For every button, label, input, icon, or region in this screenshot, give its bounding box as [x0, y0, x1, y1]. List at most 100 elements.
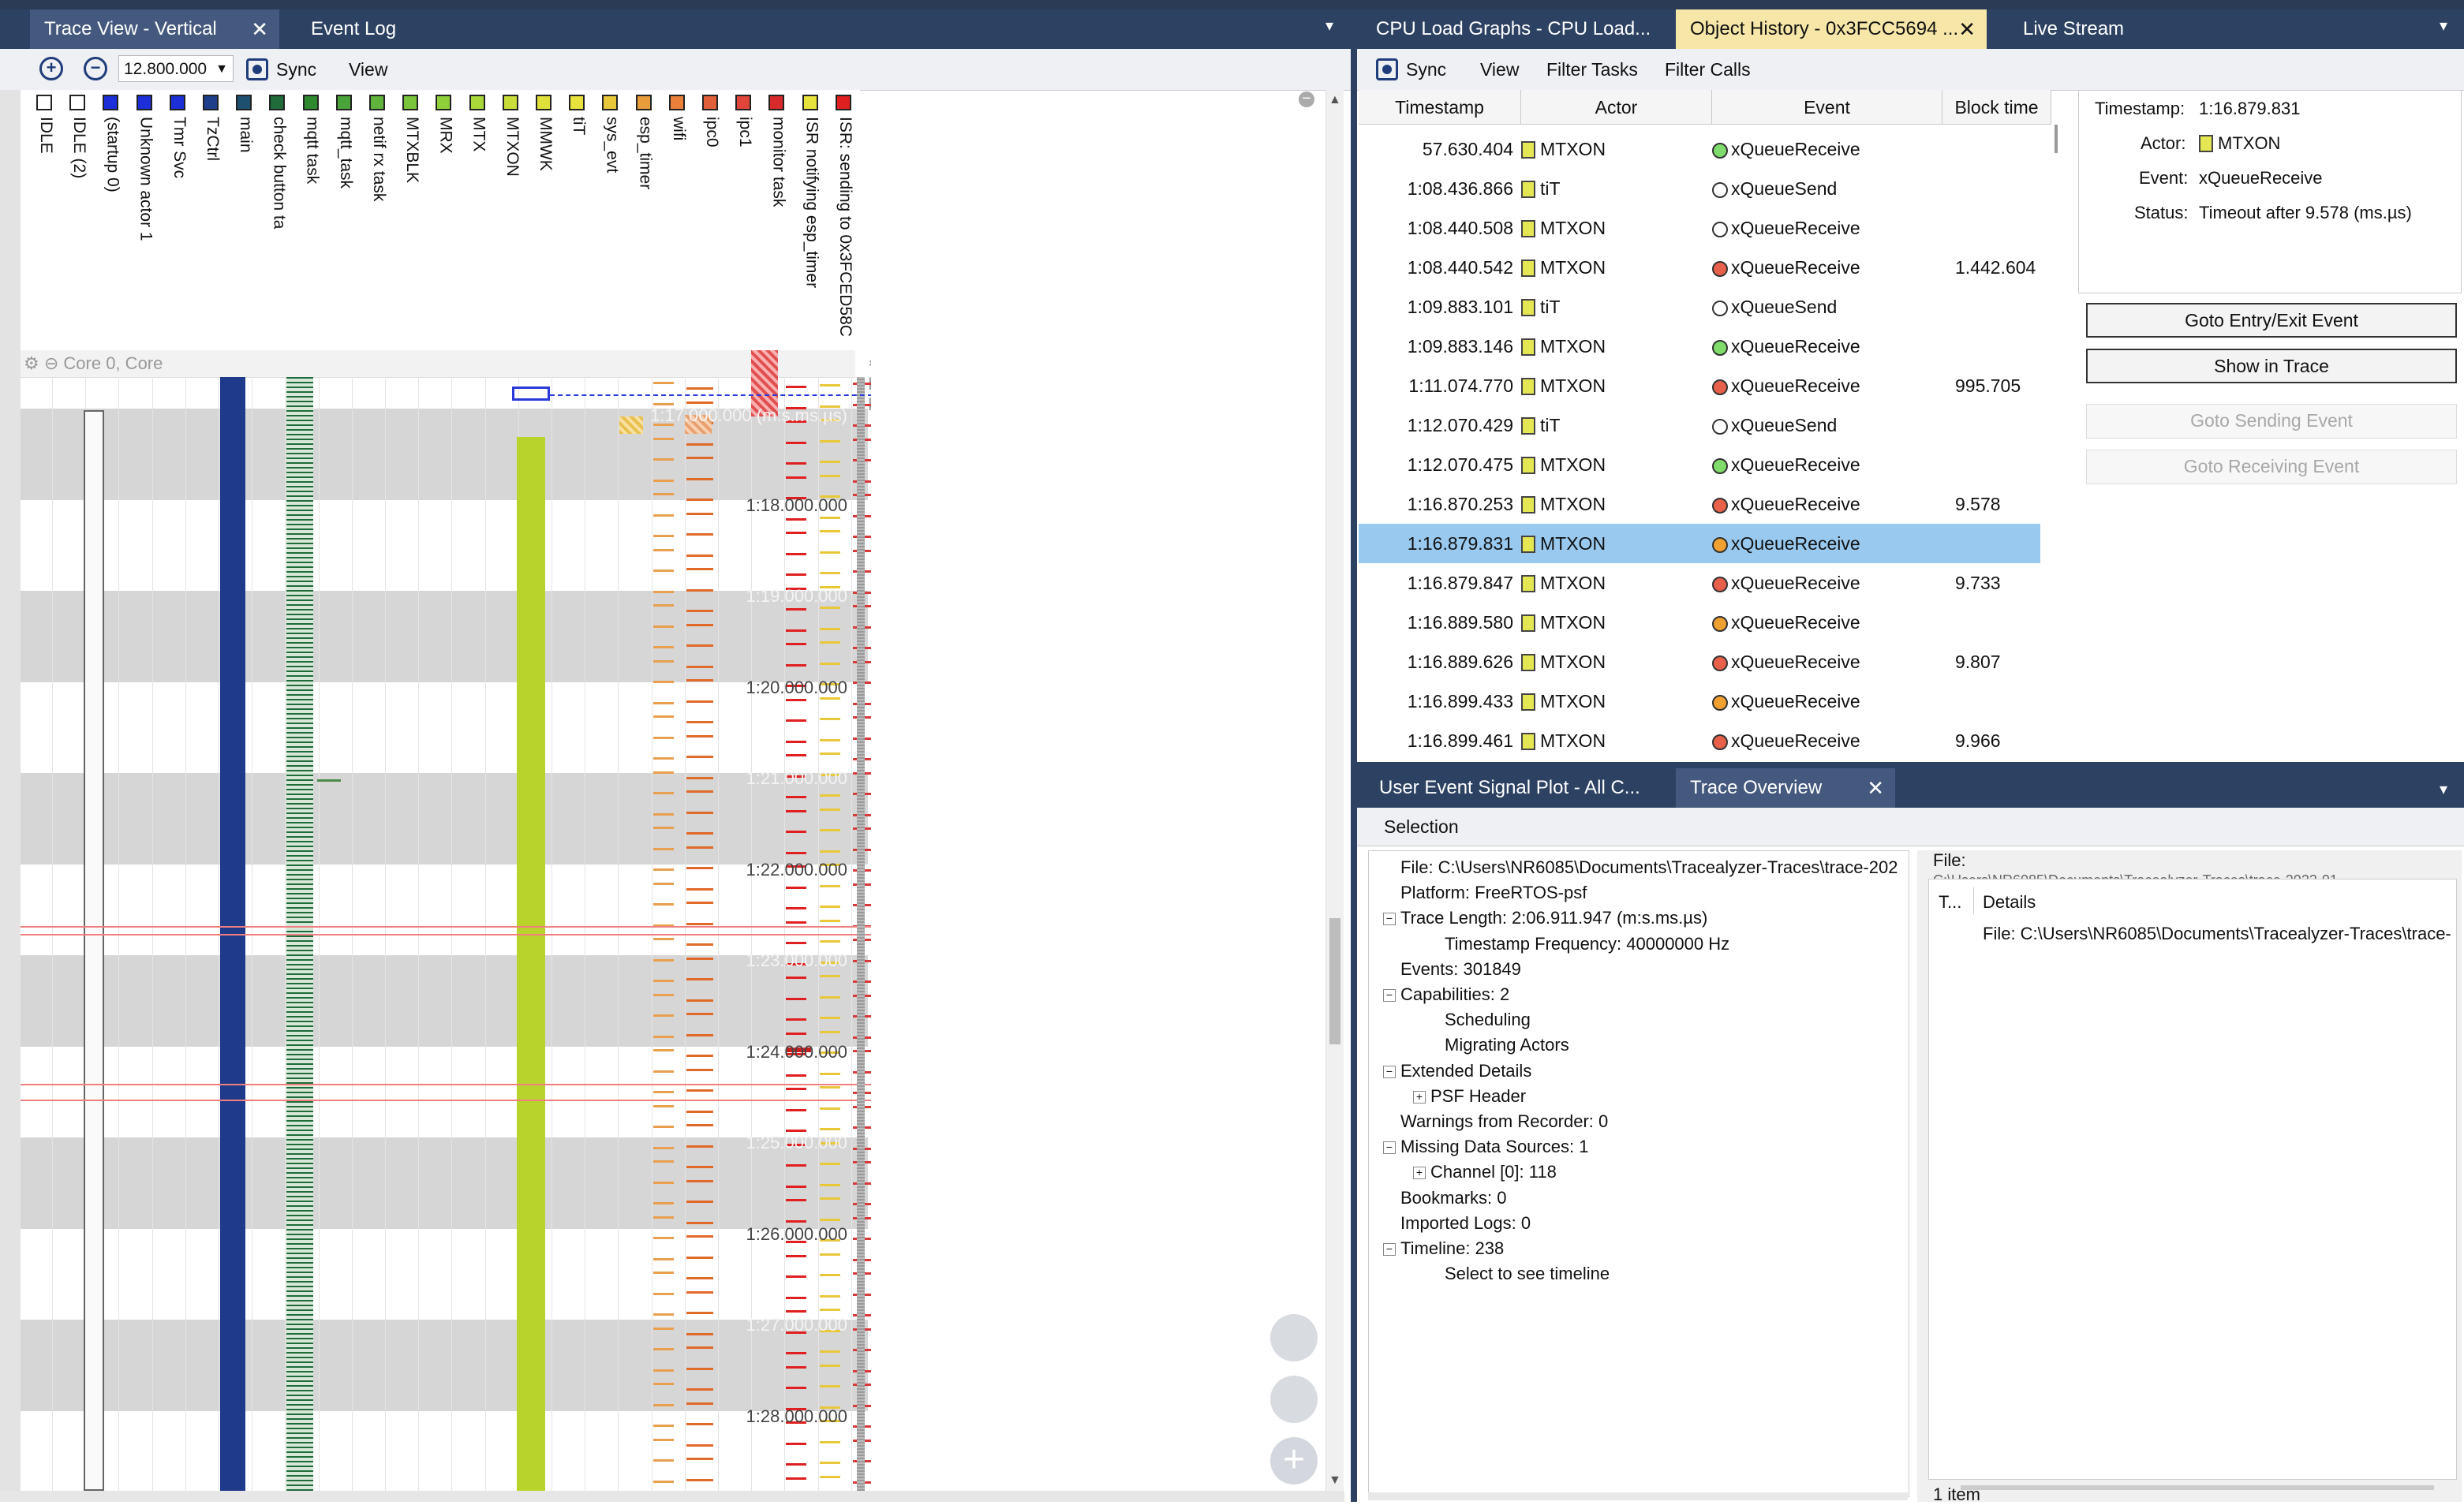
actor-column[interactable]: netif rx task	[363, 90, 394, 350]
actor-column[interactable]: wifi	[663, 90, 694, 350]
table-row[interactable]: 1:09.883.146 MTXON xQueueReceive	[1359, 327, 2040, 366]
zoom-level-input[interactable]: 12.800.000 ▼	[118, 55, 234, 82]
view-menu[interactable]: View	[1480, 59, 1520, 80]
sync-button[interactable]: Sync	[1406, 59, 1447, 80]
tree-item[interactable]: Channel [0]: 118	[1430, 1162, 1557, 1182]
table-row[interactable]: 1:16.889.626 MTXON xQueueReceive 9.807	[1359, 642, 2040, 682]
actor-column[interactable]: MTXBLK	[396, 90, 428, 350]
table-row[interactable]: 1:16.879.847 MTXON xQueueReceive 9.733	[1359, 563, 2040, 603]
tree-scrollbar[interactable]	[1368, 1492, 1908, 1500]
tree-item[interactable]: Trace Length: 2:06.911.947 (m:s.ms.µs)	[1400, 908, 1708, 928]
tree-item[interactable]: Timestamp Frequency: 40000000 Hz	[1445, 933, 1730, 954]
tree-item[interactable]: File: C:\Users\NR6085\Documents\Tracealy…	[1400, 857, 1898, 877]
actor-column[interactable]: MTX	[463, 90, 495, 350]
tree-item[interactable]: Migrating Actors	[1445, 1035, 1569, 1055]
table-row[interactable]: 1:16.899.461 MTXON xQueueReceive 9.966	[1359, 721, 2040, 760]
tab-object-history[interactable]: Object History - 0x3FCC5694 ... ✕	[1676, 9, 1987, 49]
view-menu[interactable]: View	[349, 59, 388, 80]
actor-column[interactable]: ISR: sending to 0x3FCED58C	[829, 90, 861, 350]
details-column-type[interactable]: T...	[1939, 892, 1962, 912]
actor-column[interactable]: tiT	[563, 90, 594, 350]
close-icon[interactable]: ✕	[1867, 776, 1884, 800]
sync-button[interactable]: Sync	[276, 59, 317, 80]
actor-column[interactable]: MMWK	[529, 90, 561, 350]
gear-icon[interactable]: ⚙	[24, 353, 39, 373]
tree-item[interactable]: Extended Details	[1400, 1060, 1532, 1081]
collapse-icon[interactable]: −	[1383, 1243, 1396, 1256]
scrollbar-thumb[interactable]	[2055, 125, 2058, 153]
table-row[interactable]: 1:09.883.101 tiT xQueueSend	[1359, 287, 2040, 327]
tree-item[interactable]: PSF Header	[1430, 1085, 1527, 1106]
tree-item[interactable]: Select to see timeline	[1445, 1264, 1610, 1284]
event-field-divider[interactable]	[857, 377, 865, 1491]
chevron-down-icon[interactable]: ▾	[2440, 781, 2448, 798]
column-header-event[interactable]: Event	[1712, 90, 1942, 125]
column-header-block-time[interactable]: Block time	[1942, 90, 2051, 125]
tab-trace-overview[interactable]: Trace Overview ✕	[1676, 768, 1895, 808]
details-file-row[interactable]: File: C:\Users\NR6085\Documents\Tracealy…	[1983, 924, 2451, 943]
sync-icon[interactable]	[246, 58, 268, 80]
chevron-down-icon[interactable]: ▾	[1325, 17, 1334, 35]
collapse-icon[interactable]: −	[1383, 1065, 1396, 1078]
actor-column[interactable]: MRX	[429, 90, 461, 350]
actor-column[interactable]: ipc0	[696, 90, 727, 350]
details-column-header[interactable]: Details	[1983, 892, 2036, 912]
tree-item[interactable]: Events: 301849	[1400, 958, 1521, 979]
gear-icon[interactable]: ⚙	[868, 353, 871, 373]
scroll-down-icon[interactable]: ▼	[1329, 1473, 1341, 1487]
goto-sending-event-button[interactable]: Goto Sending Event	[2086, 404, 2457, 439]
panel-splitter-horizontal[interactable]	[1357, 762, 2464, 768]
zoom-in-icon[interactable]: +	[39, 57, 63, 80]
tab-trace-view-vertical[interactable]: Trace View - Vertical ✕	[30, 9, 279, 49]
chevron-down-icon[interactable]: ▼	[215, 62, 228, 76]
actor-column[interactable]: mqtt task	[297, 90, 328, 350]
table-row[interactable]: 1:16.899.433 MTXON xQueueReceive	[1359, 682, 2040, 721]
filter-calls-button[interactable]: Filter Calls	[1665, 59, 1751, 80]
tree-item[interactable]: Imported Logs: 0	[1400, 1212, 1531, 1233]
actor-column[interactable]: TzCtrl	[196, 90, 228, 350]
actor-column[interactable]: monitor task	[762, 90, 794, 350]
scrollbar-thumb[interactable]	[1329, 918, 1340, 1044]
actor-column[interactable]: IDLE (2)	[63, 90, 95, 350]
actor-column[interactable]: main	[230, 90, 261, 350]
actor-column[interactable]: Unknown actor 1	[130, 90, 162, 350]
trace-scrollbar[interactable]: ▲ ▼	[1325, 90, 1344, 1491]
collapse-icon[interactable]: −	[1383, 989, 1396, 1002]
goto-entry-exit-button[interactable]: Goto Entry/Exit Event	[2086, 303, 2457, 338]
trace-view[interactable]: ⚙ ⊖ Core 0, Core⚙ ⊖ Event Field1:17.000.…	[21, 350, 871, 1491]
chevron-down-icon[interactable]: ▾	[2440, 17, 2448, 35]
expand-icon[interactable]: +	[1413, 1090, 1426, 1104]
collapse-icon[interactable]: −	[1383, 1141, 1396, 1155]
tab-user-event-signal-plot[interactable]: User Event Signal Plot - All C...	[1365, 768, 1665, 808]
table-row[interactable]: 1:08.436.866 tiT xQueueSend	[1359, 169, 2040, 208]
table-row[interactable]: 1:16.889.580 MTXON xQueueReceive	[1359, 603, 2040, 642]
horizontal-scrollbar[interactable]	[0, 1491, 1344, 1502]
actor-column[interactable]: IDLE	[30, 90, 62, 350]
scroll-up-icon[interactable]: ▲	[1329, 93, 1341, 106]
actor-column[interactable]: sys_evt	[596, 90, 627, 350]
table-row[interactable]: 1:16.879.831 MTXON xQueueReceive	[1359, 524, 2040, 563]
overlay-wrench-icon[interactable]	[1270, 1376, 1318, 1423]
tree-item[interactable]: Bookmarks: 0	[1400, 1187, 1507, 1208]
goto-receiving-event-button[interactable]: Goto Receiving Event	[2086, 450, 2457, 484]
table-row[interactable]: 1:08.440.508 MTXON xQueueReceive	[1359, 208, 2040, 248]
actor-column[interactable]: (startup 0)	[96, 90, 128, 350]
actor-column[interactable]: Tmr Svc	[163, 90, 195, 350]
tab-cpu-load-graphs[interactable]: CPU Load Graphs - CPU Load...	[1362, 9, 1662, 49]
actor-column[interactable]: ISR notifying esp_timer	[796, 90, 828, 350]
table-row[interactable]: 57.630.404 MTXON xQueueReceive	[1359, 129, 2040, 169]
actor-column[interactable]: esp_timer	[630, 90, 661, 350]
table-row[interactable]: 1:11.074.770 MTXON xQueueReceive 995.705	[1359, 366, 2040, 405]
filter-tasks-button[interactable]: Filter Tasks	[1546, 59, 1638, 80]
close-icon[interactable]: ✕	[251, 17, 268, 41]
selected-event-marker[interactable]	[511, 387, 550, 401]
tree-item[interactable]: Scheduling	[1445, 1010, 1531, 1030]
table-row[interactable]: 1:16.870.253 MTXON xQueueReceive 9.578	[1359, 484, 2040, 524]
actor-column[interactable]: mqtt_task	[330, 90, 361, 350]
column-header-timestamp[interactable]: Timestamp	[1359, 90, 1521, 125]
collapse-icon[interactable]: ⊖	[43, 353, 59, 373]
tree-item[interactable]: Missing Data Sources: 1	[1400, 1137, 1589, 1157]
column-header-actor[interactable]: Actor	[1521, 90, 1712, 125]
table-row[interactable]: 1:12.070.429 tiT xQueueSend	[1359, 405, 2040, 445]
collapse-icon[interactable]: −	[1383, 913, 1396, 926]
